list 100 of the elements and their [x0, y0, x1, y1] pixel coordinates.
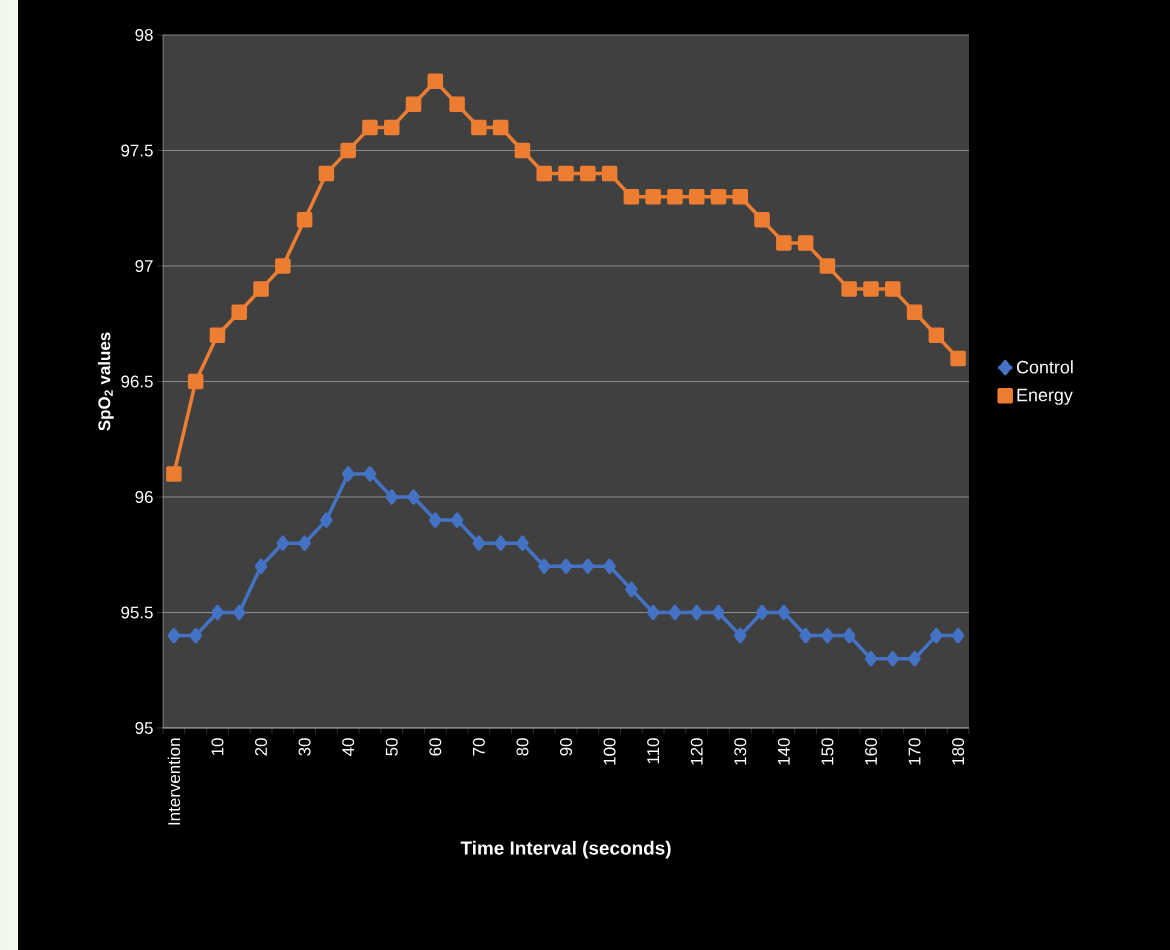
point — [885, 281, 901, 297]
point — [797, 235, 814, 251]
point — [254, 558, 268, 575]
x-tick-label: 80 — [516, 738, 529, 756]
point — [732, 188, 749, 205]
point — [623, 188, 640, 205]
point — [340, 142, 356, 159]
y-tick-label: 96 — [135, 490, 153, 503]
point — [276, 535, 290, 551]
x-tick-label: 140 — [777, 738, 790, 765]
x-tick-label: 60 — [429, 738, 442, 756]
point — [450, 512, 464, 528]
point — [296, 212, 313, 228]
point — [187, 373, 204, 390]
point — [581, 558, 595, 575]
x-tick-label: 20 — [255, 738, 268, 756]
x-tick-label: 10 — [211, 738, 224, 756]
point — [516, 535, 529, 551]
point — [253, 281, 269, 297]
point — [429, 512, 442, 528]
point — [405, 96, 422, 113]
point — [928, 327, 945, 344]
point — [776, 235, 792, 251]
point — [754, 212, 770, 228]
point — [777, 604, 791, 621]
point — [950, 350, 966, 367]
point — [559, 558, 573, 575]
point — [492, 119, 509, 136]
point — [449, 96, 465, 113]
point — [341, 466, 355, 482]
point — [625, 581, 638, 598]
point — [580, 165, 596, 182]
point — [320, 512, 333, 528]
point — [536, 165, 552, 182]
point — [841, 281, 857, 297]
point — [690, 604, 703, 621]
point — [167, 627, 181, 644]
y-tick-label: 96.5 — [121, 375, 153, 388]
y-tick-label: 95.5 — [121, 606, 153, 619]
point — [233, 604, 246, 621]
legend-label: Control — [1016, 360, 1073, 374]
y-tick-label: 98 — [135, 28, 153, 41]
point — [231, 304, 247, 320]
y-tick-label: 95 — [135, 721, 153, 734]
point — [710, 188, 727, 205]
point — [668, 604, 682, 621]
point — [864, 650, 878, 667]
x-tick-label: 160 — [864, 738, 877, 765]
point — [603, 558, 616, 575]
point — [842, 627, 856, 644]
x-tick-label: 180 — [952, 738, 965, 765]
point — [318, 165, 335, 182]
x-tick-label: 100 — [603, 738, 616, 765]
point — [601, 165, 618, 182]
x-tick-label: Intervention — [167, 738, 181, 825]
y-tick-label: 97.5 — [121, 144, 153, 157]
point — [514, 142, 531, 159]
point — [734, 627, 747, 644]
point — [494, 535, 507, 551]
point — [427, 73, 444, 89]
point — [712, 604, 725, 621]
point — [189, 627, 202, 644]
x-tick-label: 170 — [908, 738, 921, 765]
point — [385, 489, 398, 505]
legend-label: Energy — [1017, 388, 1073, 405]
y-axis-title: SpO$_{2}$ values — [97, 332, 114, 431]
point — [908, 650, 921, 667]
x-axis-title: Time Interval (seconds) — [460, 840, 671, 859]
point — [363, 466, 377, 482]
point — [645, 188, 661, 205]
point — [951, 627, 965, 644]
point — [211, 604, 224, 621]
point — [755, 604, 769, 621]
point — [209, 327, 226, 344]
point — [646, 604, 660, 621]
point — [819, 258, 836, 274]
point — [799, 627, 812, 644]
point — [863, 281, 879, 297]
y-tick-label: 97 — [135, 259, 153, 272]
point — [275, 258, 291, 274]
point — [558, 165, 574, 182]
point — [166, 466, 182, 482]
x-tick-label: 130 — [734, 738, 747, 765]
x-tick-label: 120 — [690, 738, 703, 765]
x-tick-label: 110 — [647, 738, 660, 764]
point — [930, 627, 943, 644]
point — [383, 119, 400, 136]
point — [537, 558, 551, 575]
point — [886, 650, 900, 667]
x-tick-label: 90 — [560, 738, 573, 756]
point — [906, 304, 923, 320]
point — [298, 535, 311, 551]
x-tick-label: 40 — [342, 738, 355, 756]
x-tick-label: 30 — [298, 738, 311, 756]
point — [688, 188, 705, 205]
point — [407, 489, 420, 505]
point — [362, 119, 378, 136]
point — [667, 188, 683, 205]
point — [472, 535, 486, 551]
x-tick-label: 70 — [472, 738, 485, 756]
